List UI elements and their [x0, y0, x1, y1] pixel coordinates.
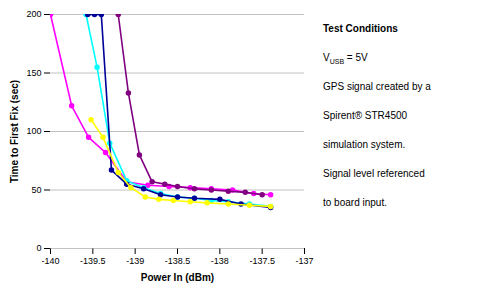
svg-text:Time to First Fix (sec): Time to First Fix (sec)	[9, 80, 20, 183]
svg-text:-137.5: -137.5	[249, 256, 275, 266]
html-text:GPS signal created by a: GPS signal created by a	[323, 81, 431, 92]
svg-text:50: 50	[31, 185, 41, 195]
svg-text:-140: -140	[41, 256, 59, 266]
svg-text:-139: -139	[126, 256, 144, 266]
svg-text:-137: -137	[295, 256, 313, 266]
html-text:Test Conditions: Test Conditions	[323, 23, 398, 34]
html-text:Signal level referenced: Signal level referenced	[323, 168, 425, 179]
html-text:simulation system.: simulation system.	[323, 139, 406, 150]
svg-text:200: 200	[26, 9, 41, 19]
svg-text:-138: -138	[211, 256, 229, 266]
svg-text:150: 150	[26, 68, 41, 78]
html-text:to board input.: to board input.	[323, 197, 387, 208]
svg-text:0: 0	[36, 243, 41, 253]
svg-text:-138.5: -138.5	[165, 256, 191, 266]
html-text:VUSB= 5V: VUSB= 5V	[323, 52, 368, 65]
svg-text:100: 100	[26, 126, 41, 136]
svg-text:-139.5: -139.5	[80, 256, 106, 266]
svg-text:Power In (dBm): Power In (dBm)	[141, 272, 214, 283]
html-text:Spirent® STR4500: Spirent® STR4500	[323, 110, 408, 121]
